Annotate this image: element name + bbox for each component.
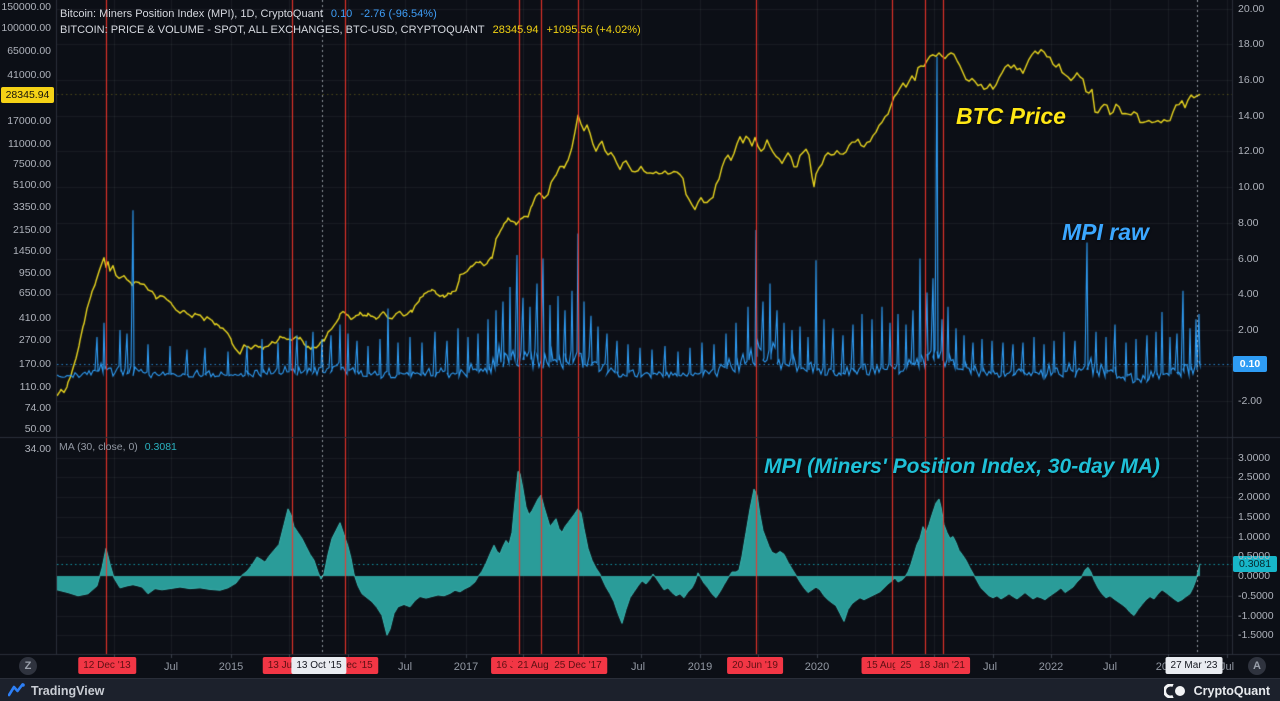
time-axis-label: 2019 bbox=[687, 661, 713, 673]
mpi-tick-label: 10.00 bbox=[1238, 181, 1265, 194]
ma-last-badge: 0.3081 bbox=[1233, 556, 1277, 572]
price-tick-label: 17000.00 bbox=[7, 115, 51, 128]
mpi-tick-label: 20.00 bbox=[1238, 2, 1265, 15]
mpi-tick-label: 16.00 bbox=[1238, 73, 1265, 86]
price-tick-label: 65000.00 bbox=[7, 44, 51, 57]
price-tick-label: 110.00 bbox=[19, 380, 51, 393]
time-axis-label: Jul bbox=[630, 661, 646, 673]
ma-tick-label: 3.0000 bbox=[1238, 451, 1271, 464]
legend-mpi-value: 0.10 bbox=[330, 8, 353, 20]
price-tick-label: 2150.00 bbox=[13, 224, 51, 237]
legend-btc-value: 28345.94 bbox=[492, 24, 539, 36]
ma-tick-label: 0.0000 bbox=[1238, 570, 1271, 582]
price-tick-label: 270.00 bbox=[18, 333, 51, 346]
mpi-tick-label: 6.00 bbox=[1238, 252, 1259, 265]
ma-tick-label: -0.5000 bbox=[1238, 589, 1274, 602]
legend-row-mpi[interactable]: Bitcoin: Miners Position Index (MPI), 1D… bbox=[60, 7, 437, 22]
mpi-tick-label: 8.00 bbox=[1238, 216, 1259, 229]
ma-legend-row[interactable]: MA (30, close, 0) 0.3081 bbox=[59, 441, 177, 453]
time-axis-label: Jul bbox=[1102, 661, 1118, 673]
price-last-badge: 28345.94 bbox=[1, 87, 54, 103]
time-axis-label: Jul bbox=[1219, 661, 1235, 673]
ma-tick-label: -1.0000 bbox=[1238, 609, 1274, 622]
ma-legend-title: MA (30, close, 0) bbox=[59, 441, 138, 453]
annotation-btc-price: BTC Price bbox=[956, 103, 1066, 129]
price-tick-label: 74.00 bbox=[24, 401, 51, 414]
cryptoquant-label: CryptoQuant bbox=[1193, 683, 1270, 698]
ma-tick-label: 0.5000 bbox=[1238, 550, 1271, 563]
legend-btc-change: +1095.56 (+4.02%) bbox=[546, 24, 641, 36]
ma-legend-value: 0.3081 bbox=[144, 441, 177, 453]
event-date-badge[interactable]: 18 Jan '21 bbox=[914, 657, 970, 674]
ma-tick-label: 1.5000 bbox=[1238, 510, 1271, 523]
mpi-tick-label: 4.00 bbox=[1238, 288, 1259, 301]
price-tick-label: 34.00 bbox=[24, 442, 51, 455]
time-axis-label: 2022 bbox=[1038, 661, 1064, 673]
ma-tick-label: 2.0000 bbox=[1238, 491, 1271, 503]
time-axis-button-a[interactable]: A bbox=[1248, 657, 1266, 675]
mpi-tick-label: 18.00 bbox=[1238, 38, 1265, 51]
price-tick-label: 950.00 bbox=[18, 267, 51, 280]
tradingview-logo-icon bbox=[8, 683, 25, 697]
annotation-mpi-raw: MPI raw bbox=[1062, 219, 1149, 245]
event-date-badge[interactable]: 25 Dec '17 bbox=[549, 657, 607, 674]
time-axis-button-z[interactable]: Z bbox=[19, 657, 37, 675]
price-tick-label: 3350.00 bbox=[13, 200, 51, 213]
time-axis-label: Jul bbox=[397, 661, 413, 673]
mpi-tick-label: 2.00 bbox=[1238, 323, 1259, 336]
event-date-badge[interactable]: 12 Dec '13 bbox=[78, 657, 136, 674]
footer-bar: TradingView CryptoQuant bbox=[0, 678, 1280, 701]
time-axis-label: 2017 bbox=[453, 661, 479, 673]
ma-tick-label: 1.0000 bbox=[1238, 530, 1271, 543]
selected-date-badge[interactable]: 13 Oct '15 bbox=[291, 657, 347, 674]
time-axis-label: 2015 bbox=[218, 661, 244, 673]
mpi-tick-label: -2.00 bbox=[1238, 395, 1262, 408]
price-tick-label: 7500.00 bbox=[13, 158, 51, 171]
tradingview-brand[interactable]: TradingView bbox=[8, 679, 104, 701]
price-tick-label: 1450.00 bbox=[13, 245, 51, 258]
time-axis-label: 2020 bbox=[804, 661, 830, 673]
ma-tick-label: 2.5000 bbox=[1238, 471, 1271, 484]
price-tick-label: 5100.00 bbox=[13, 178, 51, 191]
annotation-mpi-ma: MPI (Miners' Position Index, 30-day MA) bbox=[764, 455, 1160, 478]
price-tick-label: 41000.00 bbox=[7, 68, 51, 81]
price-tick-label: 50.00 bbox=[24, 422, 51, 435]
mpi-tick-label: 12.00 bbox=[1238, 145, 1265, 158]
price-tick-label: 100000.00 bbox=[1, 21, 51, 34]
price-tick-label: 170.00 bbox=[18, 358, 51, 371]
event-date-badge[interactable]: 20 Jun '19 bbox=[727, 657, 783, 674]
time-axis-label: Jul bbox=[163, 661, 179, 673]
time-axis-label: Jul bbox=[982, 661, 998, 673]
price-tick-label: 150000.00 bbox=[1, 0, 51, 13]
legend-mpi-change: -2.76 (-96.54%) bbox=[360, 8, 437, 20]
mpi-last-badge: 0.10 bbox=[1233, 356, 1267, 372]
cryptoquant-logo-icon bbox=[1163, 683, 1185, 698]
legend-row-btc[interactable]: BITCOIN: PRICE & VOLUME - SPOT, ALL EXCH… bbox=[60, 23, 641, 38]
mpi-tick-label: 14.00 bbox=[1238, 109, 1265, 122]
price-tick-label: 410.00 bbox=[18, 311, 51, 324]
price-tick-label: 11000.00 bbox=[7, 138, 51, 151]
legend-btc-title: BITCOIN: PRICE & VOLUME - SPOT, ALL EXCH… bbox=[60, 24, 485, 36]
cryptoquant-brand[interactable]: CryptoQuant bbox=[1163, 679, 1270, 701]
price-tick-label: 650.00 bbox=[18, 287, 51, 300]
ma-tick-label: -1.5000 bbox=[1238, 629, 1274, 642]
selected-date-badge[interactable]: 27 Mar '23 bbox=[1165, 657, 1223, 674]
tradingview-label: TradingView bbox=[31, 683, 105, 698]
legend-mpi-title: Bitcoin: Miners Position Index (MPI), 1D… bbox=[60, 8, 323, 20]
